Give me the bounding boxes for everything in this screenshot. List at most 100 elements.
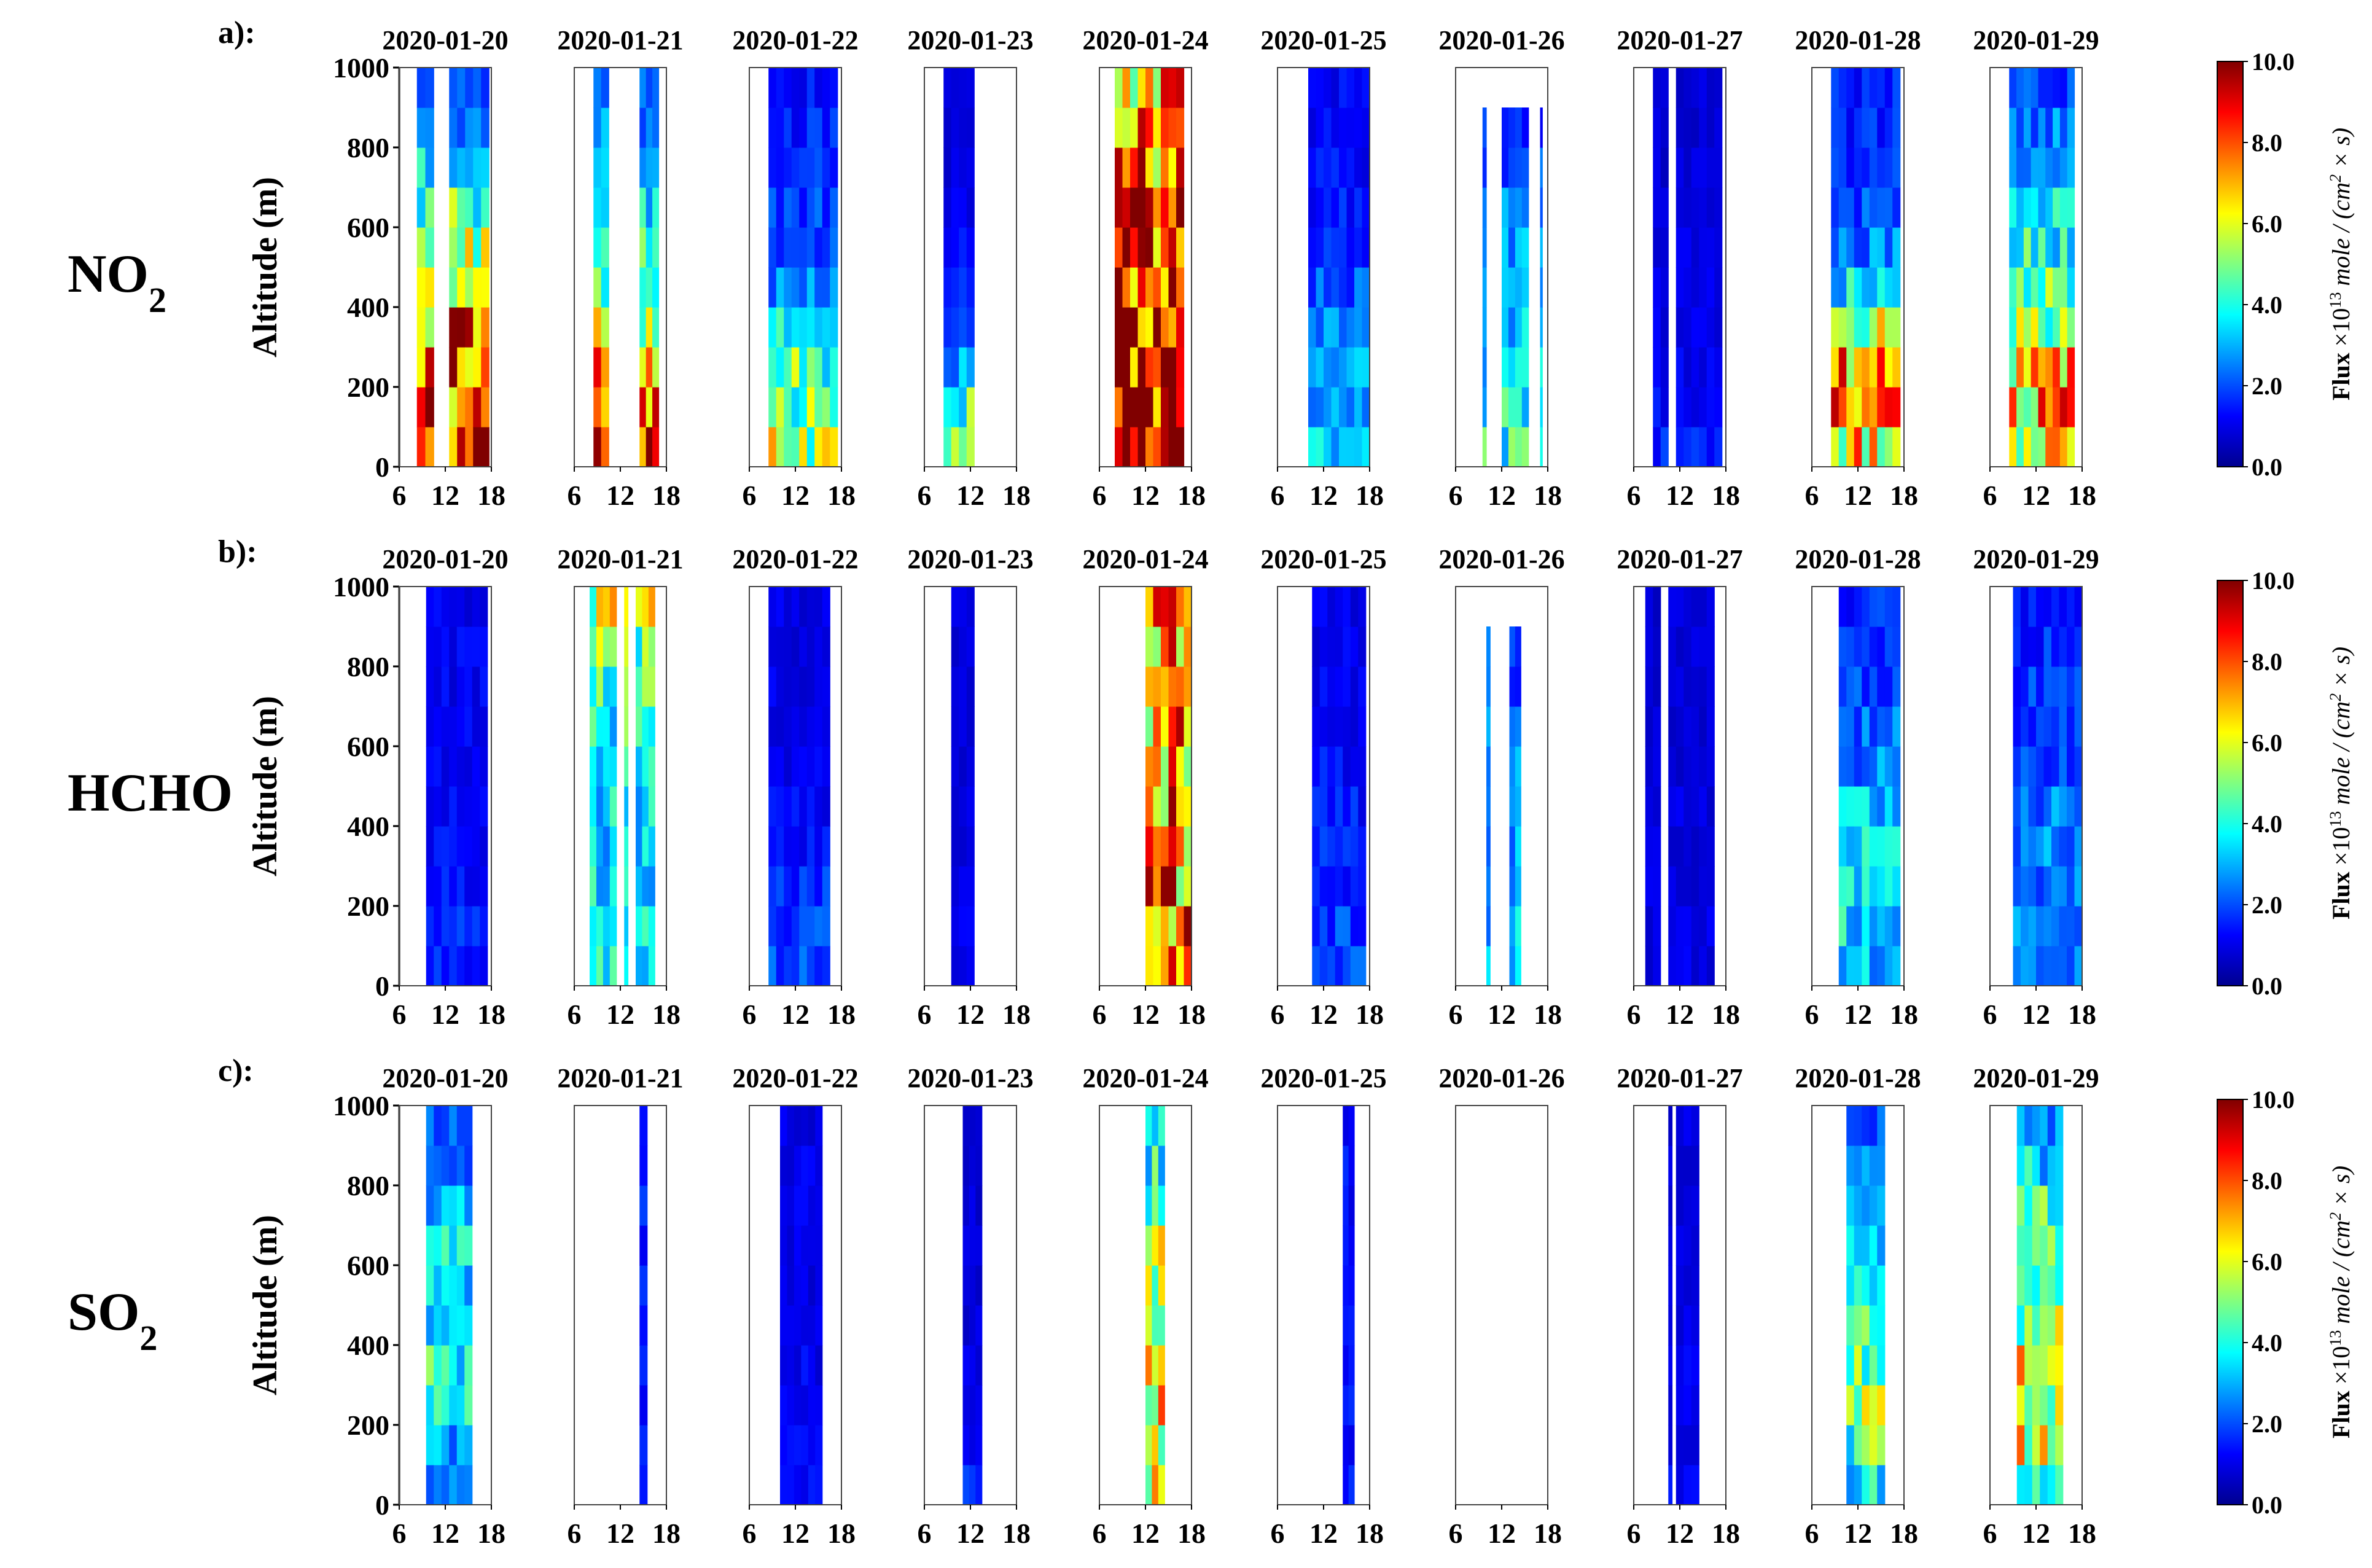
heatmap-cell xyxy=(806,626,815,667)
subplot-date-title: 2020-01-22 xyxy=(732,25,858,55)
heatmap-cell xyxy=(426,1185,434,1226)
heatmap-cell xyxy=(2067,227,2075,268)
subplot-2020-01-28: 2020-01-286 12 18 xyxy=(1795,544,1921,1030)
heatmap-cell xyxy=(959,347,967,388)
heatmap-cell xyxy=(969,1425,976,1465)
heatmap-cell xyxy=(472,626,480,667)
heatmap-cell xyxy=(481,68,490,108)
heatmap-cell xyxy=(959,826,967,867)
heatmap-cell xyxy=(2032,1225,2040,1266)
heatmap-cell xyxy=(642,946,649,986)
heatmap-cell xyxy=(2031,387,2039,427)
heatmap-cell xyxy=(473,427,482,467)
heatmap-cell xyxy=(1706,187,1715,228)
y-tick-label: 400 xyxy=(347,292,389,323)
heatmap-cell xyxy=(646,267,653,308)
heatmap-cell xyxy=(1854,267,1862,308)
heatmap-cell xyxy=(434,946,442,986)
heatmap-cell xyxy=(1153,427,1161,467)
heatmap-cell xyxy=(449,107,458,148)
colorbar-tick-label: 6.0 xyxy=(2252,210,2282,238)
heatmap-cell xyxy=(1877,1106,1886,1146)
heatmap-cell xyxy=(456,587,465,627)
heatmap-cell xyxy=(590,706,597,747)
heatmap-cell xyxy=(1676,706,1684,747)
heatmap-cell xyxy=(1115,427,1123,467)
heatmap-cell xyxy=(639,187,647,228)
subplot-2020-01-26: 2020-01-266 12 18 xyxy=(1438,25,1564,511)
heatmap-cell xyxy=(1339,147,1348,188)
heatmap-cell xyxy=(416,267,426,308)
heatmap-cell xyxy=(481,347,490,388)
heatmap-cell xyxy=(1653,587,1661,627)
heatmap-cell xyxy=(1838,626,1847,667)
subplot-frame xyxy=(1277,1105,1370,1505)
x-tick-label: 12 xyxy=(1309,480,1338,511)
heatmap-cell xyxy=(787,1185,795,1226)
heatmap-cell xyxy=(969,1345,976,1386)
heatmap-cell xyxy=(1145,666,1154,707)
y-tick-label: 600 xyxy=(347,212,389,243)
heatmap-cell xyxy=(966,387,975,427)
heatmap-cell xyxy=(1168,906,1177,946)
heatmap-cell xyxy=(426,1145,434,1186)
heatmap-cell xyxy=(806,307,815,348)
heatmap-cell xyxy=(1653,746,1661,787)
heatmap-cell xyxy=(768,706,777,747)
subplot-date-title: 2020-01-22 xyxy=(732,1063,858,1093)
heatmap-cell xyxy=(2016,267,2024,308)
x-tick-label: 12 xyxy=(1844,1518,1872,1549)
heatmap-cell xyxy=(962,1106,970,1146)
heatmap-cell xyxy=(1869,187,1878,228)
heatmap-cell xyxy=(1854,1145,1862,1186)
species-label: HCHO xyxy=(68,763,233,823)
heatmap-cell xyxy=(639,1265,648,1306)
heatmap-cell xyxy=(1854,866,1862,907)
heatmap-cell xyxy=(1324,147,1332,188)
heatmap-cell xyxy=(1683,946,1692,986)
subplot-2020-01-25: 2020-01-256 12 18 xyxy=(1260,544,1386,1030)
heatmap-cell xyxy=(1153,746,1161,787)
heatmap-cell xyxy=(1122,427,1131,467)
heatmap-cell xyxy=(464,1465,473,1505)
colorbar-tick-label: 6.0 xyxy=(2252,1248,2282,1276)
heatmap-cell xyxy=(2016,1225,2025,1266)
heatmap-cell xyxy=(472,826,480,867)
x-tick-label: 18 xyxy=(1712,999,1740,1030)
heatmap-cell xyxy=(601,68,609,108)
heatmap-cell xyxy=(456,826,465,867)
heatmap-cell xyxy=(472,666,480,707)
x-tick-label: 6 xyxy=(743,480,757,511)
heatmap-cell xyxy=(1691,1185,1699,1226)
heatmap-cell xyxy=(2024,1225,2033,1266)
heatmap-cell xyxy=(1335,826,1343,867)
heatmap-cell xyxy=(1869,1225,1878,1266)
heatmap-cell xyxy=(1145,307,1154,348)
heatmap-cell xyxy=(1335,626,1343,667)
heatmap-cell xyxy=(1486,946,1491,986)
x-tick-label: 12 xyxy=(431,480,459,511)
heatmap-cell xyxy=(1714,227,1723,268)
heatmap-cell xyxy=(776,387,784,427)
heatmap-cell xyxy=(1509,626,1516,667)
heatmap-cell xyxy=(1846,427,1855,467)
heatmap-cell xyxy=(1676,267,1684,308)
heatmap-cell xyxy=(794,1225,802,1266)
heatmap-cell xyxy=(791,347,800,388)
heatmap-cell xyxy=(601,427,609,467)
heatmap-cell xyxy=(1486,826,1491,867)
heatmap-cell xyxy=(1854,68,1862,108)
colorbar-tick-label: 8.0 xyxy=(2252,129,2282,157)
heatmap-cell xyxy=(1122,107,1131,148)
heatmap-cell xyxy=(1831,427,1839,467)
heatmap-cell xyxy=(1831,267,1839,308)
heatmap-cell xyxy=(473,267,482,308)
heatmap-cell xyxy=(590,946,597,986)
heatmap-cell xyxy=(1327,826,1336,867)
heatmap-cell xyxy=(1153,946,1161,986)
heatmap-cell xyxy=(822,347,830,388)
heatmap-cell xyxy=(1176,666,1185,707)
heatmap-cell xyxy=(1683,1225,1692,1266)
heatmap-cell xyxy=(1509,826,1516,867)
heatmap-cell xyxy=(1683,866,1692,907)
